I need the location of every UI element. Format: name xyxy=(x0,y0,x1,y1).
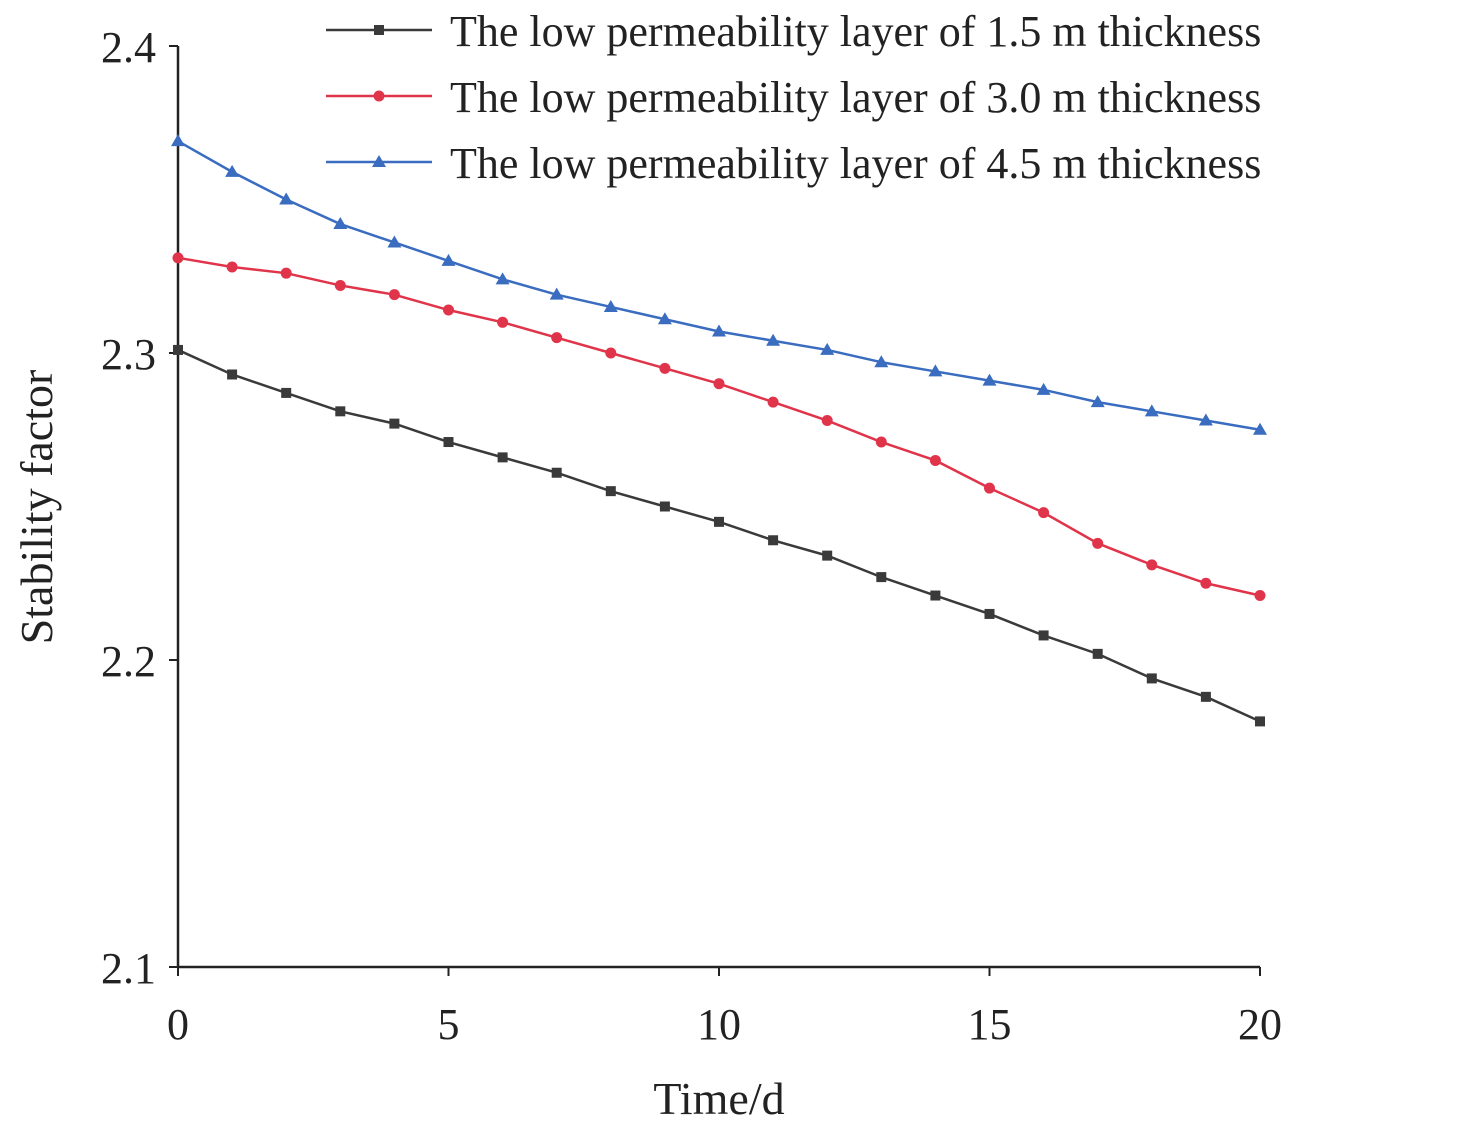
data-point xyxy=(605,347,617,359)
series-2 xyxy=(172,252,1266,602)
data-point xyxy=(659,501,670,512)
data-point xyxy=(1254,590,1266,602)
data-point xyxy=(603,299,618,312)
data-point xyxy=(387,235,402,248)
data-point xyxy=(1253,422,1267,435)
legend: The low permeability layer of 1.5 m thic… xyxy=(326,7,1261,188)
data-point xyxy=(768,535,779,546)
data-point xyxy=(1200,691,1211,702)
data-point xyxy=(335,406,346,417)
data-point xyxy=(712,324,726,337)
data-point xyxy=(171,134,185,147)
legend-marker xyxy=(373,90,385,102)
data-point xyxy=(389,418,400,429)
data-point xyxy=(820,342,835,355)
data-point xyxy=(821,415,833,427)
data-point xyxy=(334,279,346,291)
data-point xyxy=(551,467,562,478)
data-point xyxy=(549,287,564,300)
x-axis-label: Time/d xyxy=(653,1073,784,1124)
data-point xyxy=(551,332,563,344)
data-point xyxy=(226,261,238,273)
data-point xyxy=(876,572,887,583)
x-tick-label: 10 xyxy=(697,1000,741,1049)
data-point xyxy=(1038,630,1049,641)
data-point xyxy=(659,362,671,374)
data-point xyxy=(1036,382,1051,395)
data-point xyxy=(280,267,292,279)
data-point xyxy=(225,164,240,177)
data-point xyxy=(984,482,995,494)
x-tick-label: 15 xyxy=(968,1000,1012,1049)
x-tick-label: 20 xyxy=(1238,1000,1282,1049)
data-point xyxy=(766,333,781,346)
y-tick-label: 2.2 xyxy=(101,637,156,686)
series-3 xyxy=(171,134,1267,435)
y-tick-label: 2.4 xyxy=(101,23,156,72)
legend-label: The low permeability layer of 3.0 m thic… xyxy=(450,73,1261,122)
data-point xyxy=(497,452,508,463)
data-point xyxy=(929,454,941,466)
data-point xyxy=(1092,648,1103,659)
data-point xyxy=(173,344,183,355)
data-point xyxy=(279,192,294,205)
legend-marker xyxy=(374,25,384,35)
data-point xyxy=(1144,404,1159,417)
data-point xyxy=(928,364,943,377)
data-point xyxy=(875,436,887,448)
data-point xyxy=(443,304,454,316)
data-point xyxy=(172,252,184,264)
data-point xyxy=(657,312,672,325)
data-point xyxy=(982,373,997,386)
data-point xyxy=(984,608,995,619)
data-point xyxy=(605,486,616,497)
series-group xyxy=(171,134,1267,727)
data-point xyxy=(930,590,941,601)
x-tick-label: 5 xyxy=(438,1000,460,1049)
data-point xyxy=(495,272,510,285)
legend-label: The low permeability layer of 4.5 m thic… xyxy=(450,139,1261,188)
data-point xyxy=(713,378,725,390)
data-point xyxy=(1092,537,1104,549)
data-point xyxy=(1198,413,1213,426)
data-point xyxy=(1038,507,1050,519)
x-tick-label: 0 xyxy=(167,1000,189,1049)
data-point xyxy=(1146,559,1158,571)
axes: 0 5 10 15 20 2.1 2.2 2.3 2.4 xyxy=(101,23,1282,1049)
y-axis-label: Stability factor xyxy=(11,370,62,645)
data-point xyxy=(388,289,400,301)
data-point xyxy=(874,355,889,368)
data-point xyxy=(1090,395,1105,408)
data-point xyxy=(441,253,456,266)
data-point xyxy=(714,516,724,527)
data-point xyxy=(443,437,454,448)
data-point xyxy=(281,387,292,398)
data-point xyxy=(822,550,833,561)
data-point xyxy=(1146,673,1157,684)
data-point xyxy=(333,217,348,230)
y-tick-label: 2.1 xyxy=(101,944,156,993)
data-point xyxy=(1255,716,1265,727)
y-tick-label: 2.3 xyxy=(101,330,156,379)
series-1 xyxy=(173,344,1265,727)
legend-label: The low permeability layer of 1.5 m thic… xyxy=(450,7,1261,56)
legend-marker xyxy=(372,155,386,167)
data-point xyxy=(1200,577,1212,589)
data-point xyxy=(497,316,509,328)
data-point xyxy=(227,369,238,380)
data-point xyxy=(767,396,779,408)
